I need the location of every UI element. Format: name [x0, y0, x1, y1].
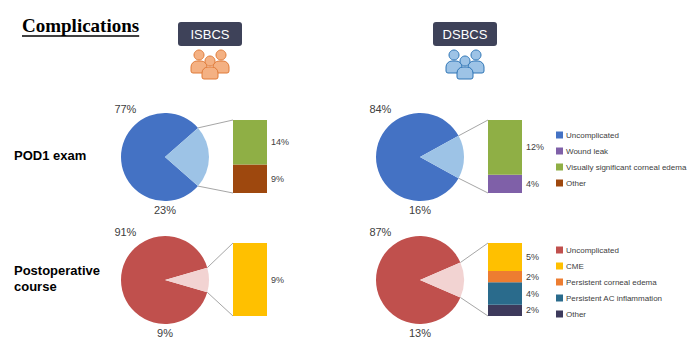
svg-text:Persistent AC inflammation: Persistent AC inflammation	[566, 294, 662, 303]
svg-text:Postoperative: Postoperative	[14, 263, 104, 278]
svg-text:5%: 5%	[526, 252, 539, 262]
svg-text:CME: CME	[566, 262, 584, 271]
svg-text:4%: 4%	[526, 289, 539, 299]
svg-text:Complications: Complications	[22, 15, 139, 36]
svg-text:87%: 87%	[369, 226, 391, 238]
svg-text:Uncomplicated: Uncomplicated	[566, 131, 619, 140]
svg-text:9%: 9%	[157, 327, 173, 339]
svg-text:91%: 91%	[114, 226, 136, 238]
svg-text:Visually significant corneal e: Visually significant corneal edema	[566, 163, 687, 172]
svg-text:12%: 12%	[526, 142, 544, 152]
svg-text:2%: 2%	[526, 272, 539, 282]
svg-text:9%: 9%	[271, 275, 284, 285]
svg-text:13%: 13%	[409, 327, 431, 339]
svg-text:9%: 9%	[271, 174, 284, 184]
svg-text:84%: 84%	[369, 103, 391, 115]
svg-text:Wound leak: Wound leak	[566, 147, 609, 156]
svg-text:23%: 23%	[154, 204, 176, 216]
svg-text:ISBCS: ISBCS	[190, 27, 229, 42]
svg-text:course: course	[14, 279, 57, 294]
svg-text:4%: 4%	[526, 179, 539, 189]
svg-text:Uncomplicated: Uncomplicated	[566, 246, 619, 255]
svg-text:DSBCS: DSBCS	[443, 27, 488, 42]
svg-text:POD1 exam: POD1 exam	[14, 148, 86, 163]
svg-text:Persistent corneal edema: Persistent corneal edema	[566, 278, 657, 287]
svg-text:Other: Other	[566, 179, 586, 188]
svg-text:14%: 14%	[271, 137, 289, 147]
svg-text:Other: Other	[566, 310, 586, 319]
svg-text:16%: 16%	[409, 204, 431, 216]
svg-text:2%: 2%	[526, 305, 539, 315]
svg-text:77%: 77%	[114, 103, 136, 115]
